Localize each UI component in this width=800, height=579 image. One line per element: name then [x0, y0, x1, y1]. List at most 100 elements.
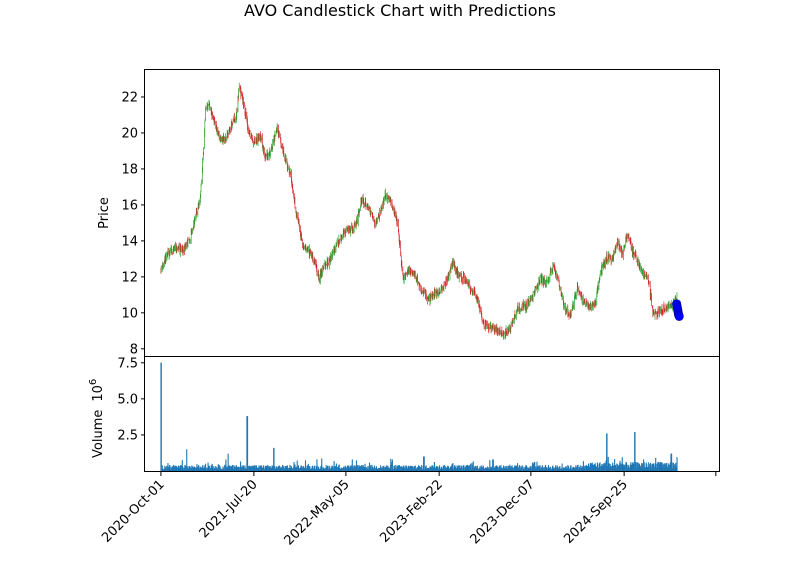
volume-bar — [467, 464, 469, 471]
volume-bar — [610, 466, 612, 471]
volume-bar — [439, 467, 441, 471]
volume-bar — [203, 467, 205, 471]
volume-bar — [350, 466, 352, 471]
volume-bar — [531, 462, 534, 471]
volume-bar — [463, 468, 465, 471]
volume-bar — [385, 465, 387, 471]
volume-bar — [586, 465, 588, 471]
volume-bar — [225, 459, 227, 471]
volume-bar — [614, 459, 616, 471]
volume-bar — [369, 465, 371, 471]
volume-bar — [651, 468, 653, 471]
volume-bar — [613, 465, 615, 471]
volume-bar — [301, 465, 303, 471]
volume-bars — [160, 362, 678, 471]
volume-bar — [575, 465, 577, 471]
volume-bar — [381, 468, 383, 471]
volume-bar — [565, 466, 567, 471]
volume-bar — [651, 463, 654, 471]
volume-bar — [443, 466, 445, 471]
volume-bar — [180, 465, 182, 471]
volume-bar — [379, 468, 381, 471]
volume-bar — [247, 416, 249, 471]
volume-bar — [608, 463, 610, 471]
volume-bar — [653, 468, 655, 471]
volume-bar — [278, 465, 280, 471]
volume-bar — [403, 467, 405, 471]
volume-bar — [336, 467, 338, 471]
volume-bar — [650, 465, 652, 471]
volume-bar — [314, 465, 316, 471]
volume-bar — [237, 466, 239, 471]
volume-bar — [383, 465, 385, 471]
volume-bar — [331, 465, 333, 471]
volume-bar — [497, 468, 499, 471]
volume-bar — [272, 465, 274, 471]
volume-bar — [327, 469, 329, 471]
volume-bar — [588, 466, 590, 471]
volume-bar — [615, 467, 617, 471]
volume-bar — [570, 468, 572, 471]
volume-bar — [339, 467, 341, 471]
volume-bar — [167, 463, 169, 471]
volume-bar — [306, 465, 308, 471]
volume-bar — [197, 466, 199, 471]
volume-bar — [344, 465, 346, 471]
volume-bar — [607, 456, 609, 471]
volume-bar — [526, 466, 528, 471]
volume-bar — [374, 468, 376, 471]
volume-bar — [181, 460, 183, 471]
volume-plot-frame — [144, 356, 720, 472]
volume-bar — [630, 464, 633, 471]
volume-bar — [370, 465, 372, 471]
volume-bar — [659, 462, 662, 471]
volume-bar — [671, 453, 673, 471]
volume-bar — [305, 468, 307, 471]
volume-bar — [673, 466, 675, 471]
volume-bar — [287, 467, 289, 471]
volume-bar — [506, 467, 508, 471]
volume-bar — [529, 466, 531, 471]
volume-bar — [312, 468, 314, 471]
volume-bar — [396, 465, 398, 471]
volume-bar — [465, 467, 467, 471]
volume-bar — [557, 468, 559, 471]
price-y-tick-label: 18 — [121, 162, 138, 177]
volume-bar — [321, 458, 323, 471]
volume-bar — [459, 465, 461, 471]
volume-scale-exponent: 6 — [88, 379, 99, 385]
volume-bar — [472, 461, 474, 471]
volume-bar — [394, 465, 396, 471]
volume-bar — [536, 461, 538, 471]
volume-bar — [577, 464, 579, 471]
volume-bar — [410, 466, 412, 471]
volume-bar — [249, 466, 251, 471]
volume-bar — [648, 462, 650, 471]
volume-bar — [330, 469, 332, 471]
volume-bar — [187, 469, 189, 471]
volume-bar — [261, 465, 263, 471]
volume-bar — [482, 466, 485, 471]
volume-bar — [219, 466, 221, 471]
price-y-axis: 8 10 12 14 16 18 20 22 — [121, 90, 145, 357]
volume-bar — [229, 466, 231, 471]
volume-bar — [525, 465, 527, 471]
volume-bar — [200, 467, 202, 471]
volume-bar — [532, 463, 534, 471]
volume-bar — [211, 465, 214, 471]
x-axis: 2020-Oct-01 2021-Jul-20 2022-May-05 2023-Fe… — [99, 472, 717, 548]
volume-bar — [559, 468, 561, 471]
volume-bar — [421, 469, 423, 471]
volume-bar — [176, 467, 178, 471]
volume-bar — [323, 468, 325, 471]
volume-bar — [240, 465, 242, 471]
volume-panel: 2.5 5.0 7.5 Volume 106 — [88, 356, 720, 472]
volume-bar — [488, 468, 490, 471]
volume-bar — [593, 464, 595, 471]
volume-bar — [425, 465, 427, 471]
prediction-point — [674, 311, 684, 321]
volume-bar — [177, 465, 180, 471]
price-y-tick-label: 12 — [121, 270, 138, 285]
volume-bar — [668, 464, 670, 471]
volume-bar — [476, 466, 478, 471]
